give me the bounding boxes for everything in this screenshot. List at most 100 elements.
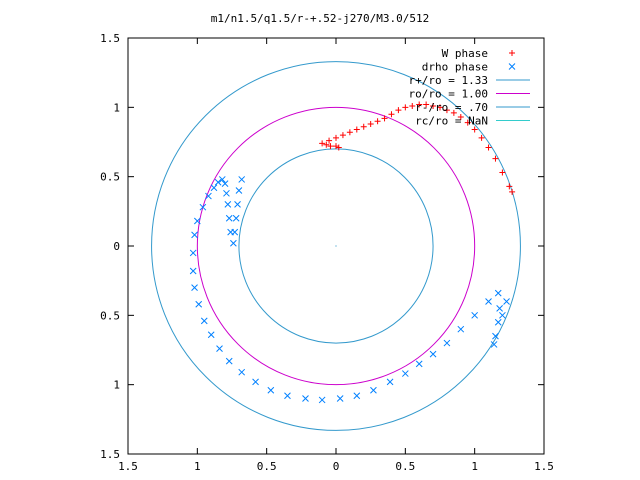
w-phase-point <box>430 102 437 109</box>
w-phase-point <box>478 134 485 141</box>
w-phase-point <box>323 141 330 148</box>
x-tick-label: 0 <box>333 460 340 473</box>
drho-phase-point <box>238 368 246 376</box>
w-phase-point <box>409 102 416 109</box>
w-phase-point <box>437 104 443 111</box>
y-tick-label: 1 <box>113 379 120 392</box>
drho-phase-point <box>230 239 237 247</box>
drho-phase-point <box>200 317 208 325</box>
drho-phase-point <box>443 339 451 347</box>
legend-label-5: rc/ro = NaN <box>415 115 488 128</box>
y-tick-label: 0 <box>113 240 120 253</box>
y-tick-label: 1 <box>113 101 120 114</box>
legend-swatch-1 <box>508 63 516 70</box>
drho-phase-point <box>189 249 197 257</box>
drho-phase-point <box>457 325 465 333</box>
w-phase-point <box>499 169 506 176</box>
drho-phase-point <box>225 357 233 365</box>
drho-phase-point <box>318 396 326 404</box>
x-tick-label: 0.5 <box>257 460 277 473</box>
x-tick-label: 1 <box>194 460 201 473</box>
legend-label-2: r+/ro = 1.33 <box>409 74 488 87</box>
x-tick-label: 1.5 <box>534 460 554 473</box>
drho-phase-point <box>232 214 240 222</box>
drho-phase-point <box>189 267 197 275</box>
legend-label-1: drho phase <box>422 61 488 74</box>
drho-phase-point <box>336 395 344 402</box>
drho-phase-point <box>234 201 241 208</box>
w-phase-point <box>492 155 499 162</box>
drho-phase-point <box>415 360 423 368</box>
drho-phase-point <box>235 187 243 194</box>
w-phase-point <box>485 144 492 151</box>
drho-phase-point <box>496 305 503 312</box>
drho-phase-point <box>499 311 506 319</box>
drho-phase-point <box>227 228 234 236</box>
reference-circles <box>151 61 521 431</box>
reference-circle-1 <box>196 106 476 386</box>
drho-phase-point <box>195 300 203 308</box>
drho-phase-point <box>494 289 502 297</box>
chart-title: m1/n1.5/q1.5/r-+.52-j270/M3.0/512 <box>211 12 430 25</box>
x-tick-label: 1.5 <box>118 460 138 473</box>
w-phase-point <box>471 126 478 133</box>
w-phase-point <box>464 119 471 126</box>
w-phase-point <box>319 140 326 147</box>
w-phase-point <box>395 107 402 114</box>
drho-phase-point <box>205 192 212 200</box>
w-phase-point <box>506 183 513 190</box>
w-phase-point <box>443 107 450 114</box>
drho-phase-point <box>492 332 499 340</box>
w-phase-point <box>450 109 457 116</box>
w-phase-point <box>416 101 423 108</box>
drho-phase-point <box>494 318 502 326</box>
drho-phase-point <box>302 395 309 402</box>
w-phase-point <box>423 101 430 108</box>
w-phase-point <box>381 115 388 122</box>
w-phase-point <box>335 144 342 151</box>
drho-phase-point <box>224 201 232 208</box>
drho-phase-point <box>221 180 229 187</box>
drho-phase-point <box>207 331 215 339</box>
drho-phase-point <box>267 386 275 394</box>
drho-phase-point <box>218 176 226 183</box>
drho-phase-point <box>429 350 437 358</box>
w-phase-point <box>374 118 381 125</box>
w-phase-point <box>333 143 339 150</box>
y-tick-label: 0.5 <box>100 309 120 322</box>
drho-phase-point <box>214 178 222 186</box>
drho-phase-point <box>193 217 201 225</box>
y-tick-label: 1.5 <box>100 32 120 45</box>
drho-phase-point <box>225 214 233 222</box>
legend-label-4: r-/ro = .70 <box>415 101 488 114</box>
center-dot <box>335 245 337 247</box>
drho-phase-point <box>210 184 218 192</box>
data-points <box>189 101 516 404</box>
axis-ticks: 1.5 1 0.5 0 0.5 1 1.51.510.500.511.5 <box>100 32 554 473</box>
drho-phase-point <box>386 378 394 386</box>
drho-phase-point <box>353 392 361 400</box>
drho-phase-point <box>485 298 492 305</box>
w-phase-point <box>388 111 395 118</box>
x-tick-label: 0.5 <box>395 460 415 473</box>
drho-phase-point <box>284 392 291 400</box>
x-tick-label: 1 <box>471 460 478 473</box>
reference-circle-0 <box>151 61 521 431</box>
w-phase-point <box>457 114 464 121</box>
y-tick-label: 1.5 <box>100 448 120 461</box>
w-phase-point <box>509 188 516 195</box>
legend-swatch-0 <box>509 50 515 56</box>
drho-phase-point <box>401 370 409 377</box>
w-phase-point <box>339 132 346 139</box>
w-phase-point <box>333 134 339 141</box>
w-phase-point <box>402 104 409 111</box>
w-phase-point <box>367 120 374 127</box>
w-phase-point <box>346 129 353 136</box>
legend-label-3: ro/ro = 1.00 <box>409 88 488 101</box>
drho-phase-point <box>252 378 259 386</box>
drho-phase-point <box>471 311 479 319</box>
w-phase-point <box>327 143 334 150</box>
drho-phase-point <box>370 386 377 394</box>
